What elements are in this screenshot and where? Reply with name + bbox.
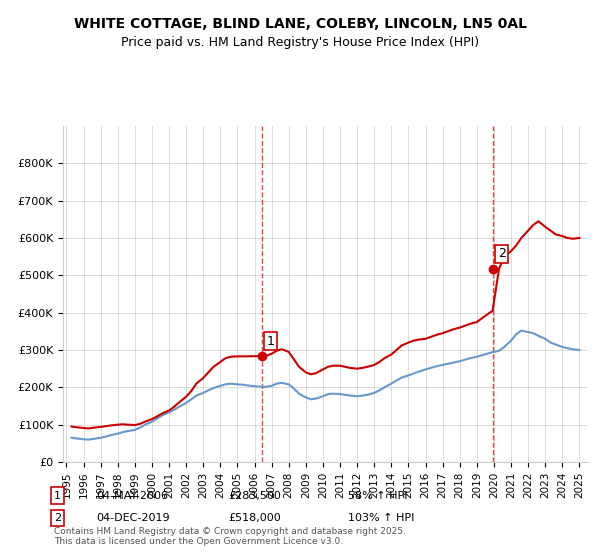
Text: £283,500: £283,500 (228, 491, 281, 501)
Text: 1: 1 (54, 491, 61, 501)
Text: £518,000: £518,000 (228, 513, 281, 523)
Text: Price paid vs. HM Land Registry's House Price Index (HPI): Price paid vs. HM Land Registry's House … (121, 36, 479, 49)
Text: 04-DEC-2019: 04-DEC-2019 (96, 513, 170, 523)
Text: Contains HM Land Registry data © Crown copyright and database right 2025.
This d: Contains HM Land Registry data © Crown c… (54, 526, 406, 546)
Text: WHITE COTTAGE, BLIND LANE, COLEBY, LINCOLN, LN5 0AL: WHITE COTTAGE, BLIND LANE, COLEBY, LINCO… (74, 17, 527, 31)
Text: 103% ↑ HPI: 103% ↑ HPI (348, 513, 415, 523)
Text: 2: 2 (54, 513, 61, 523)
Text: 2: 2 (498, 248, 506, 260)
Text: 04-MAY-2006: 04-MAY-2006 (96, 491, 168, 501)
Text: 1: 1 (266, 335, 275, 348)
Text: 58% ↑ HPI: 58% ↑ HPI (348, 491, 407, 501)
